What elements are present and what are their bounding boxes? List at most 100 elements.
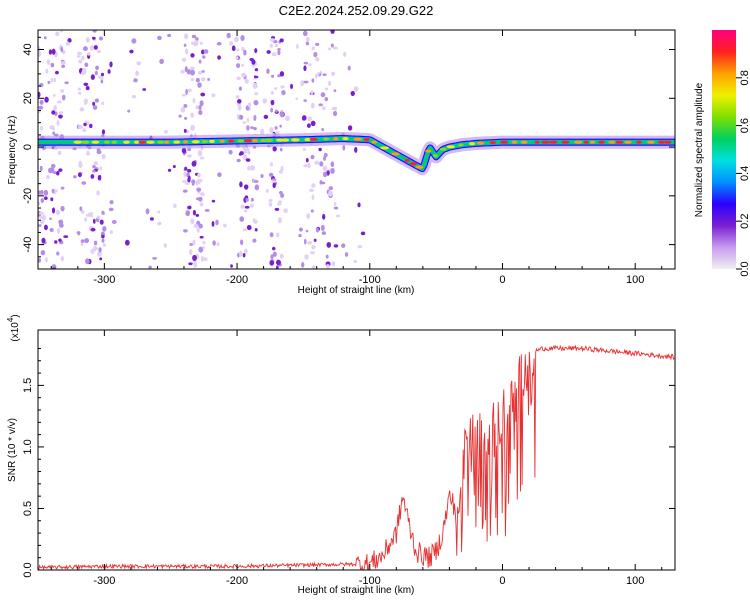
noise-speckle xyxy=(254,228,258,232)
noise-speckle xyxy=(320,92,326,98)
noise-speckle xyxy=(79,107,85,112)
noise-speckle xyxy=(182,189,188,193)
noise-speckle xyxy=(198,246,204,253)
noise-speckle xyxy=(85,37,90,43)
ridge-hotspot xyxy=(549,140,558,144)
noise-speckle xyxy=(269,43,273,48)
noise-speckle xyxy=(73,175,77,179)
noise-speckle xyxy=(101,153,106,160)
noise-speckle xyxy=(58,168,63,172)
noise-speckle xyxy=(190,124,196,131)
noise-speckle xyxy=(238,152,242,156)
noise-speckle xyxy=(269,198,273,202)
noise-speckle xyxy=(184,116,188,120)
noise-speckle xyxy=(202,55,206,59)
noise-speckle xyxy=(157,35,162,41)
noise-speckle xyxy=(324,96,329,102)
noise-speckle xyxy=(311,183,316,188)
noise-speckle xyxy=(85,85,90,91)
noise-speckle xyxy=(80,239,85,244)
noise-speckle xyxy=(323,155,327,161)
noise-speckle xyxy=(250,165,255,171)
noise-speckle xyxy=(199,156,205,160)
noise-speckle xyxy=(181,93,187,97)
noise-speckle xyxy=(307,116,312,122)
ridge-hotspot xyxy=(309,137,318,142)
noise-speckle xyxy=(40,125,43,131)
noise-speckle xyxy=(260,173,264,179)
noise-speckle xyxy=(343,51,347,57)
noise-speckle xyxy=(96,190,101,196)
ridge-hotspot xyxy=(182,140,189,144)
noise-speckle xyxy=(184,33,189,40)
noise-speckle xyxy=(324,87,329,91)
noise-speckle xyxy=(310,154,315,160)
noise-speckle xyxy=(270,162,273,167)
noise-speckle xyxy=(199,178,203,183)
noise-speckle xyxy=(279,71,285,77)
noise-speckle xyxy=(190,41,194,46)
noise-speckle xyxy=(347,125,353,131)
ridge-hotspot xyxy=(647,140,655,144)
noise-speckle xyxy=(330,161,335,168)
noise-speckle xyxy=(240,239,244,246)
noise-speckle xyxy=(99,219,104,225)
noise-speckle xyxy=(201,70,205,73)
noise-speckle xyxy=(266,50,271,54)
noise-speckle xyxy=(38,50,42,57)
noise-speckle xyxy=(49,228,54,232)
noise-speckle xyxy=(101,238,105,243)
noise-speckle xyxy=(185,88,188,95)
noise-speckle xyxy=(277,202,282,206)
noise-speckle xyxy=(216,41,222,46)
noise-speckle xyxy=(51,188,55,194)
noise-speckle xyxy=(190,66,195,70)
noise-speckle xyxy=(190,77,194,82)
ridge-hotspot xyxy=(219,139,225,143)
noise-speckle xyxy=(93,45,98,50)
noise-speckle xyxy=(192,254,197,262)
noise-speckle xyxy=(58,238,62,242)
noise-speckle xyxy=(129,49,134,54)
ridge-hotspot xyxy=(663,140,672,144)
ridge-hotspot xyxy=(353,137,363,141)
noise-speckle xyxy=(280,193,285,198)
ridge-hotspot xyxy=(157,140,165,144)
noise-speckle xyxy=(197,82,202,88)
noise-speckle xyxy=(187,88,192,93)
noise-speckle xyxy=(277,50,281,56)
noise-speckle xyxy=(240,204,245,209)
spectrogram-x-tick-label: 100 xyxy=(626,274,644,286)
noise-speckle xyxy=(184,66,188,73)
noise-speckle xyxy=(84,62,89,68)
noise-speckle xyxy=(341,243,346,249)
noise-speckle xyxy=(80,210,85,214)
noise-speckle xyxy=(245,197,249,202)
spectrogram-y-tick-label: -20 xyxy=(22,188,34,204)
ridge-hotspot xyxy=(251,139,259,143)
noise-speckle xyxy=(142,88,147,91)
ridge-hotspot xyxy=(657,140,666,144)
spectrogram-x-ticks: -300 -200 -100 0 100 xyxy=(50,30,663,286)
noise-speckle xyxy=(80,242,84,247)
noise-speckle xyxy=(101,101,105,106)
noise-speckle xyxy=(281,89,286,96)
noise-speckle xyxy=(53,105,57,111)
noise-speckle xyxy=(56,100,62,104)
noise-speckle xyxy=(310,251,315,255)
noise-speckle xyxy=(90,211,94,218)
noise-speckle xyxy=(342,144,346,151)
noise-speckle xyxy=(92,164,96,169)
ridge-hotspot xyxy=(191,140,200,144)
noise-speckle xyxy=(302,147,307,152)
noise-speckle xyxy=(250,197,254,202)
spectrogram-y-tick-label: -40 xyxy=(22,237,34,253)
ridge-hotspot xyxy=(363,138,370,142)
ridge-hotspot xyxy=(415,165,424,169)
noise-speckle xyxy=(318,147,322,152)
noise-speckle xyxy=(202,246,206,250)
noise-speckle xyxy=(245,148,250,152)
noise-speckle xyxy=(40,250,46,256)
noise-speckle xyxy=(203,49,209,54)
